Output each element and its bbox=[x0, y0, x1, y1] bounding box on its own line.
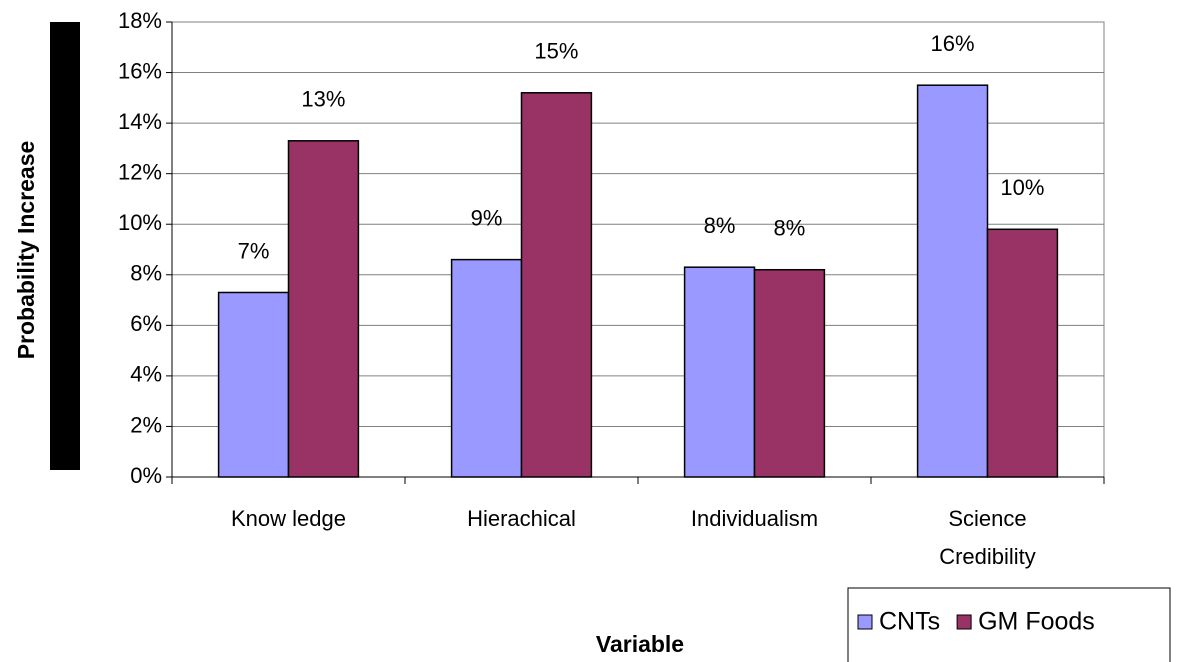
bar bbox=[753, 268, 826, 478]
y-tick-label: 4% bbox=[130, 362, 162, 387]
value-label: 8% bbox=[704, 213, 736, 238]
value-label: 8% bbox=[774, 216, 806, 241]
y-axis-title: Probability Increase bbox=[13, 141, 39, 360]
y-tick-label: 10% bbox=[118, 210, 162, 235]
value-label: 10% bbox=[1000, 175, 1044, 200]
legend-swatch bbox=[956, 614, 972, 630]
x-tick-label: Science Credibility bbox=[939, 506, 1036, 569]
value-label: 16% bbox=[931, 31, 975, 56]
legend-label: GM Foods bbox=[978, 608, 1095, 636]
bar bbox=[683, 266, 756, 478]
value-label: 7% bbox=[238, 238, 270, 263]
x-tick-label: Hierachical bbox=[467, 506, 576, 531]
value-label: 13% bbox=[301, 87, 345, 112]
bar bbox=[986, 228, 1059, 478]
y-tick-label: 18% bbox=[118, 8, 162, 33]
bar bbox=[450, 258, 523, 478]
bar bbox=[287, 140, 360, 478]
x-tick-label: Individualism bbox=[691, 506, 818, 531]
y-tick-label: 16% bbox=[118, 58, 162, 83]
y-tick-label: 12% bbox=[118, 159, 162, 184]
y-tick-label: 6% bbox=[130, 311, 162, 336]
x-tick-label: Know ledge bbox=[231, 506, 346, 531]
y-tick-label: 14% bbox=[118, 109, 162, 134]
y-tick-label: 2% bbox=[130, 412, 162, 437]
bar bbox=[520, 92, 593, 478]
bar bbox=[916, 84, 989, 478]
legend-box bbox=[847, 587, 1171, 662]
y-tick-label: 8% bbox=[130, 261, 162, 286]
bar bbox=[217, 291, 290, 478]
value-label: 9% bbox=[471, 205, 503, 230]
axis-title-backdrop bbox=[50, 22, 80, 470]
legend-label: CNTs bbox=[879, 608, 940, 636]
legend-swatch bbox=[857, 614, 873, 630]
y-tick-label: 0% bbox=[130, 463, 162, 488]
value-label: 15% bbox=[534, 39, 578, 64]
x-axis-title: Variable bbox=[596, 631, 684, 657]
